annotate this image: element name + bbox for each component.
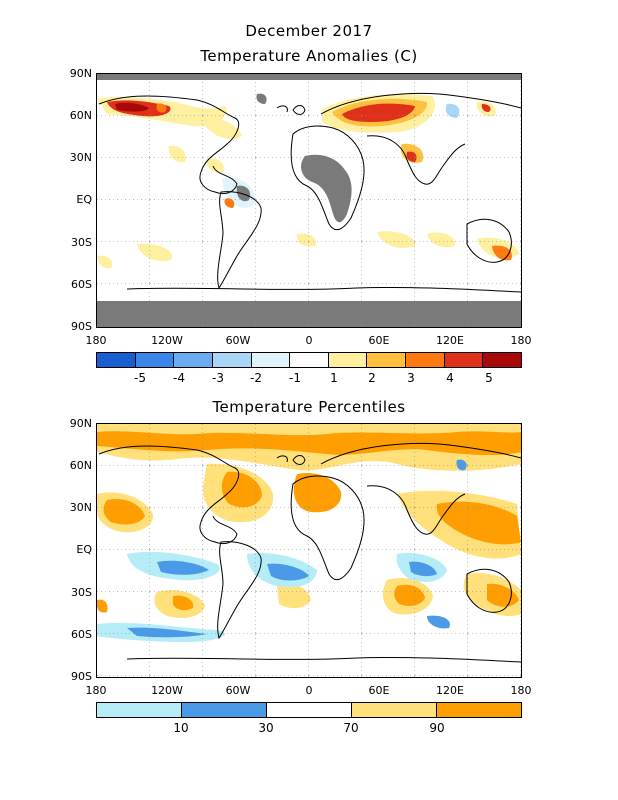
lon-label: 180 bbox=[85, 684, 107, 697]
percentile-legend-label: 10 bbox=[173, 721, 189, 735]
lat-label: 30N bbox=[69, 151, 92, 164]
anomaly-color-swatch bbox=[212, 353, 252, 367]
lat-label: 30S bbox=[71, 236, 92, 249]
lon-label: 120W bbox=[151, 684, 183, 697]
lat-label: 90S bbox=[71, 320, 92, 333]
lat-label: 60S bbox=[71, 278, 92, 291]
lon-label: 120E bbox=[436, 334, 464, 347]
anomaly-colorbar bbox=[96, 352, 522, 368]
anomaly-color-swatch bbox=[97, 353, 136, 367]
anomaly-map bbox=[96, 73, 522, 328]
anomaly-map-title: Temperature Anomalies (C) bbox=[200, 47, 418, 65]
anomaly-color-swatch bbox=[483, 353, 522, 367]
lat-label: 90N bbox=[69, 417, 92, 430]
lat-label: 90S bbox=[71, 670, 92, 683]
lon-label: 60W bbox=[225, 334, 251, 347]
lat-label: 60N bbox=[69, 109, 92, 122]
percentile-color-swatch bbox=[437, 703, 521, 717]
lon-label: 60W bbox=[225, 684, 251, 697]
anomaly-legend-label: -4 bbox=[173, 371, 185, 385]
lon-label: 120W bbox=[151, 334, 183, 347]
anomaly-color-swatch bbox=[406, 353, 445, 367]
percentile-color-swatch bbox=[267, 703, 352, 717]
anomaly-legend-label: -2 bbox=[250, 371, 262, 385]
lat-label: 60S bbox=[71, 628, 92, 641]
anomaly-color-swatch bbox=[328, 353, 368, 367]
percentile-gridlines bbox=[97, 424, 521, 677]
lat-label: 60N bbox=[69, 459, 92, 472]
percentile-map-title: Temperature Percentiles bbox=[212, 398, 406, 416]
lon-label: 180 bbox=[510, 334, 532, 347]
anomaly-legend-label: 1 bbox=[330, 371, 338, 385]
anomaly-legend-label: -5 bbox=[134, 371, 146, 385]
anomaly-legend-label: -3 bbox=[212, 371, 224, 385]
anomaly-color-swatch bbox=[367, 353, 407, 367]
anomaly-color-swatch bbox=[444, 353, 484, 367]
anomaly-color-swatch bbox=[174, 353, 213, 367]
lon-label: 0 bbox=[305, 334, 313, 347]
percentile-colorbar bbox=[96, 702, 522, 718]
anomaly-legend-label: 3 bbox=[407, 371, 415, 385]
percentile-color-swatch bbox=[352, 703, 437, 717]
lat-label: EQ bbox=[76, 543, 92, 556]
anomaly-color-swatch bbox=[251, 353, 291, 367]
percentile-legend-label: 30 bbox=[258, 721, 274, 735]
lon-label: 60E bbox=[368, 684, 390, 697]
anomaly-color-swatch bbox=[290, 353, 329, 367]
lon-label: 0 bbox=[305, 684, 313, 697]
anomaly-legend-label: 5 bbox=[485, 371, 493, 385]
lon-label: 120E bbox=[436, 684, 464, 697]
anomaly-legend-label: 2 bbox=[368, 371, 376, 385]
coastlines bbox=[98, 442, 521, 663]
lat-label: EQ bbox=[76, 193, 92, 206]
anomaly-color-swatch bbox=[135, 353, 175, 367]
percentile-color-swatch bbox=[97, 703, 182, 717]
figure-title: December 2017 bbox=[245, 22, 373, 40]
percentile-color-swatch bbox=[182, 703, 267, 717]
lat-label: 30N bbox=[69, 501, 92, 514]
anomaly-gridlines bbox=[97, 74, 521, 327]
coastlines bbox=[98, 92, 521, 293]
lon-label: 60E bbox=[368, 334, 390, 347]
lat-label: 90N bbox=[69, 67, 92, 80]
percentile-map bbox=[96, 423, 522, 678]
lon-label: 180 bbox=[85, 334, 107, 347]
anomaly-legend-label: 4 bbox=[446, 371, 454, 385]
percentile-legend-label: 70 bbox=[343, 721, 359, 735]
lon-label: 180 bbox=[510, 684, 532, 697]
lat-label: 30S bbox=[71, 586, 92, 599]
anomaly-legend-label: -1 bbox=[289, 371, 301, 385]
percentile-legend-label: 90 bbox=[429, 721, 445, 735]
